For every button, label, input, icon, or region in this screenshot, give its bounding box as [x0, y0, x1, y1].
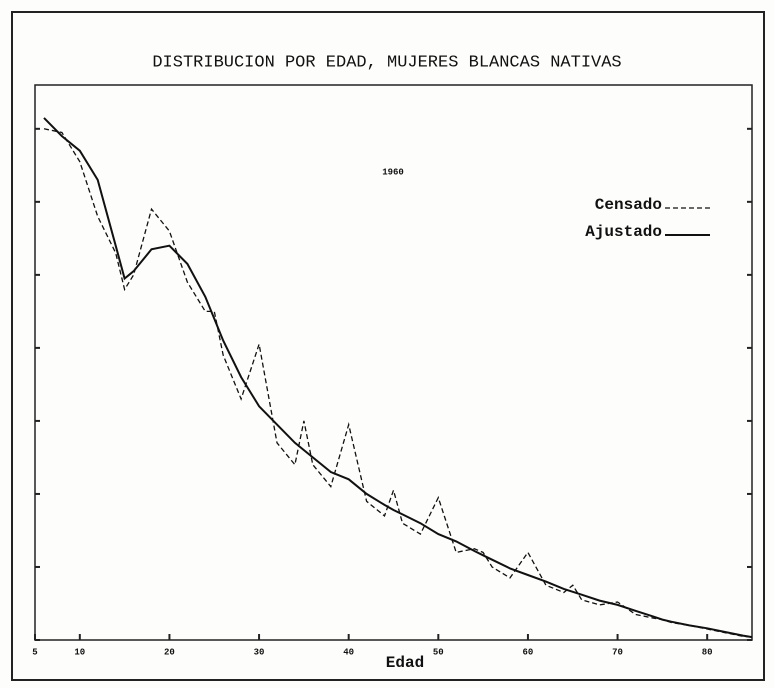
x-tick-label: 80	[702, 647, 713, 657]
x-tick-label: 70	[612, 647, 623, 657]
x-tick-label: 20	[164, 647, 175, 657]
legend-label: Ajustado	[585, 223, 662, 241]
outer-frame	[11, 11, 765, 681]
plot-frame	[34, 84, 753, 641]
x-tick-label: 50	[433, 647, 444, 657]
x-tick-label: 40	[343, 647, 354, 657]
legend-label: Censado	[595, 196, 662, 214]
series-line	[43, 128, 753, 638]
x-tick-label: 30	[254, 647, 265, 657]
x-tick-label: 10	[74, 647, 85, 657]
chart-title: DISTRIBUCION POR EDAD, MUJERES BLANCAS N…	[152, 53, 621, 72]
x-axis-label: Edad	[386, 654, 424, 672]
annotation: 1960	[382, 167, 404, 177]
series-line	[43, 117, 753, 639]
x-tick-label: 60	[523, 647, 534, 657]
x-tick-label: 5	[32, 647, 37, 657]
